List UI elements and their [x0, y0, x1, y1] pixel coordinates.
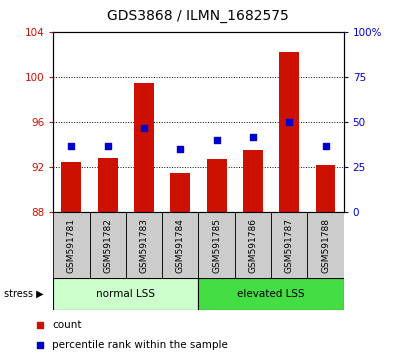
Bar [271, 212, 307, 278]
Text: GSM591787: GSM591787 [285, 218, 294, 273]
Point [105, 143, 111, 148]
Point [213, 137, 220, 143]
Text: GSM591782: GSM591782 [103, 218, 112, 273]
Bar [53, 212, 90, 278]
Point [322, 143, 329, 148]
Text: GDS3868 / ILMN_1682575: GDS3868 / ILMN_1682575 [107, 9, 288, 23]
Text: percentile rank within the sample: percentile rank within the sample [52, 340, 228, 350]
Bar [90, 212, 126, 278]
Text: stress ▶: stress ▶ [4, 289, 43, 299]
Bar [199, 212, 235, 278]
Bar [243, 150, 263, 212]
Bar [199, 278, 344, 310]
Bar [53, 278, 199, 310]
Point [286, 119, 292, 125]
Bar [207, 159, 227, 212]
Bar [98, 158, 118, 212]
Point [250, 134, 256, 139]
Text: GSM591788: GSM591788 [321, 218, 330, 273]
Bar [235, 212, 271, 278]
Bar [62, 162, 81, 212]
Text: normal LSS: normal LSS [96, 289, 155, 299]
Bar [170, 173, 190, 212]
Point [68, 143, 75, 148]
Bar [279, 52, 299, 212]
Text: GSM591783: GSM591783 [139, 218, 149, 273]
Text: GSM591785: GSM591785 [212, 218, 221, 273]
Text: GSM591784: GSM591784 [176, 218, 185, 273]
Text: count: count [52, 320, 82, 330]
Point [37, 322, 43, 327]
Point [141, 125, 147, 130]
Text: GSM591786: GSM591786 [248, 218, 258, 273]
Point [177, 147, 184, 152]
Text: GSM591781: GSM591781 [67, 218, 76, 273]
Bar [307, 212, 344, 278]
Bar [134, 82, 154, 212]
Bar [162, 212, 199, 278]
Bar [316, 165, 335, 212]
Bar [126, 212, 162, 278]
Text: elevated LSS: elevated LSS [237, 289, 305, 299]
Point [37, 342, 43, 348]
